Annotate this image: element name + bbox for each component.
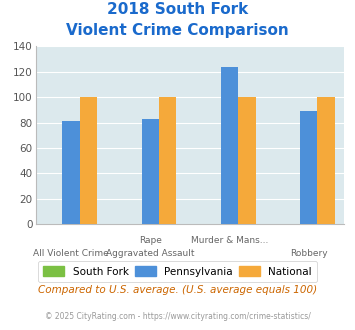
Bar bbox=[159, 97, 176, 224]
Text: Murder & Mans...: Murder & Mans... bbox=[191, 236, 268, 245]
Bar bbox=[317, 97, 335, 224]
Text: Violent Crime Comparison: Violent Crime Comparison bbox=[66, 23, 289, 38]
Text: © 2025 CityRating.com - https://www.cityrating.com/crime-statistics/: © 2025 CityRating.com - https://www.city… bbox=[45, 312, 310, 321]
Bar bbox=[221, 67, 238, 224]
Text: All Violent Crime: All Violent Crime bbox=[33, 249, 109, 258]
Text: Compared to U.S. average. (U.S. average equals 100): Compared to U.S. average. (U.S. average … bbox=[38, 285, 317, 295]
Bar bbox=[238, 97, 256, 224]
Bar bbox=[62, 121, 80, 224]
Text: Aggravated Assault: Aggravated Assault bbox=[106, 249, 195, 258]
Text: 2018 South Fork: 2018 South Fork bbox=[107, 2, 248, 16]
Legend: South Fork, Pennsylvania, National: South Fork, Pennsylvania, National bbox=[38, 261, 317, 282]
Text: Rape: Rape bbox=[139, 236, 162, 245]
Bar bbox=[80, 97, 97, 224]
Text: Robbery: Robbery bbox=[290, 249, 328, 258]
Bar bbox=[300, 111, 317, 224]
Bar bbox=[142, 119, 159, 224]
